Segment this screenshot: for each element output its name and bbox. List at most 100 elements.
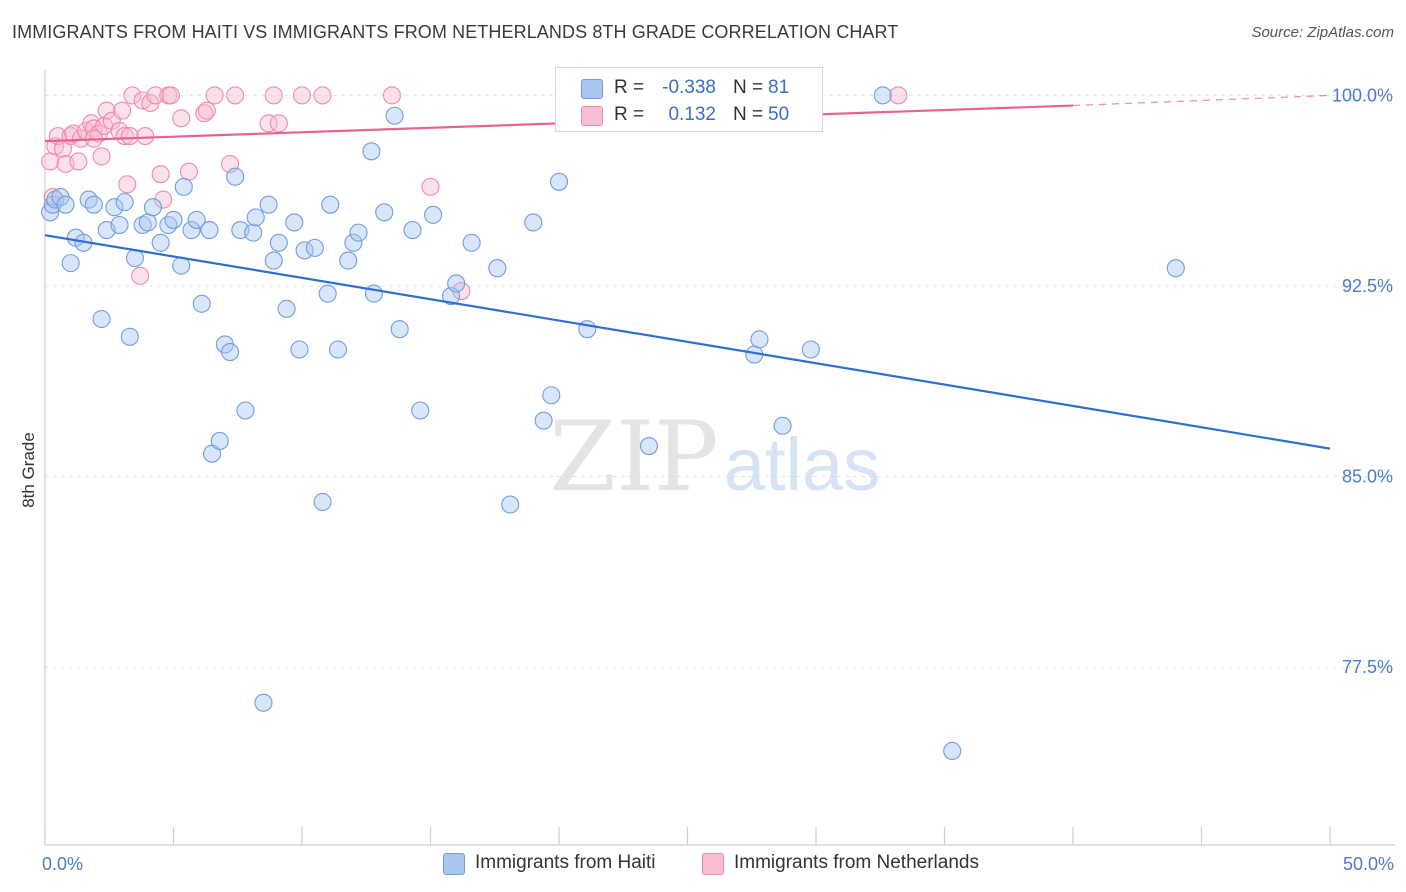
haiti-point	[200, 221, 219, 240]
watermark-zip: ZIP	[549, 401, 718, 513]
netherlands-point	[264, 86, 283, 105]
haiti-point	[259, 195, 278, 214]
chart-title: IMMIGRANTS FROM HAITI VS IMMIGRANTS FROM…	[12, 22, 899, 42]
netherlands-point	[269, 114, 288, 133]
netherlands-point	[154, 190, 173, 209]
haiti-point	[488, 259, 507, 278]
y-tick-label: 77.5%	[1342, 657, 1393, 677]
haiti-point	[318, 284, 337, 303]
netherlands-point	[69, 152, 88, 171]
haiti-point	[269, 233, 288, 252]
x-tick-label: 0.0%	[42, 854, 83, 874]
legend-swatch-haiti	[581, 79, 603, 99]
haiti-point	[56, 195, 75, 214]
haiti-point	[244, 223, 263, 242]
haiti-point	[277, 299, 296, 318]
netherlands-point	[292, 86, 312, 105]
haiti-point	[773, 416, 792, 435]
haiti-point	[143, 198, 162, 217]
haiti-point	[290, 340, 309, 359]
netherlands-point	[179, 162, 198, 181]
haiti-point	[1166, 259, 1185, 278]
haiti-point	[246, 208, 265, 227]
legend-row-haiti: R = -0.338 N = 81	[556, 75, 822, 101]
grid-lines	[45, 94, 1390, 668]
netherlands-points	[41, 86, 908, 301]
legend-label-netherlands: Immigrants from Netherlands	[734, 852, 979, 873]
trend-lines	[44, 94, 1331, 450]
legend-row-netherlands: R = 0.132 N = 50	[556, 102, 822, 128]
haiti-point	[639, 437, 659, 456]
y-axis-label: 8th Grade	[19, 432, 38, 508]
haiti-point	[801, 340, 820, 359]
haiti-point	[174, 177, 193, 196]
stats-legend: R = -0.338 N = 81 R = 0.132 N = 50	[555, 67, 823, 132]
haiti-point	[873, 86, 892, 105]
haiti-point	[328, 340, 348, 359]
haiti-point	[187, 210, 206, 229]
haiti-point	[105, 198, 124, 217]
haiti-point	[390, 320, 409, 339]
netherlands-point	[131, 266, 150, 285]
haiti-point	[549, 172, 569, 191]
haiti-point	[313, 492, 332, 512]
haiti-point	[61, 254, 80, 273]
netherlands-point	[205, 86, 224, 105]
netherlands-point	[115, 127, 134, 146]
haiti-point	[264, 251, 283, 270]
haiti-point	[84, 195, 103, 214]
haiti-point	[159, 215, 178, 235]
netherlands-point	[161, 86, 180, 105]
haiti-point	[79, 190, 98, 209]
legend-r-value: -0.338	[662, 77, 716, 98]
haiti-point	[542, 386, 561, 405]
haiti-point	[295, 241, 314, 260]
legend-n-value: 81	[768, 77, 790, 98]
netherlands-point	[92, 147, 111, 166]
source-label: Source: ZipAtlas.com	[1251, 24, 1394, 41]
haiti-point	[46, 190, 65, 209]
netherlands-point	[172, 109, 191, 128]
netherlands-point	[123, 86, 142, 105]
haiti-point	[321, 195, 340, 214]
legend-swatch-haiti	[443, 853, 465, 875]
netherlands-trend-extension	[1072, 94, 1331, 107]
haiti-point	[192, 294, 211, 313]
netherlands-point	[118, 175, 137, 194]
haiti-trend-line	[44, 234, 1331, 450]
haiti-point	[254, 693, 273, 712]
haiti-point	[411, 401, 430, 420]
legend-r-label: R =	[614, 104, 645, 125]
haiti-point	[115, 193, 134, 212]
haiti-point	[349, 223, 368, 242]
haiti-point	[236, 401, 255, 420]
netherlands-point	[195, 104, 214, 123]
haiti-point	[375, 203, 394, 222]
legend-swatch-netherlands	[702, 853, 724, 875]
legend-label-haiti: Immigrants from Haiti	[475, 852, 656, 873]
watermark: ZIP atlas	[549, 401, 880, 513]
netherlands-point	[151, 165, 170, 184]
haiti-point	[385, 106, 404, 125]
haiti-point	[92, 309, 111, 329]
tick-labels: 77.5% 85.0% 92.5% 100.0% 0.0% 50.0%	[42, 85, 1394, 874]
legend-swatch-netherlands	[581, 106, 603, 126]
haiti-point	[344, 233, 363, 252]
legend-r-label: R =	[614, 77, 645, 98]
netherlands-point	[382, 86, 402, 105]
haiti-point	[285, 213, 304, 232]
haiti-point	[362, 142, 381, 161]
axes	[44, 70, 1395, 846]
netherlands-point	[41, 152, 60, 171]
haiti-point	[151, 233, 170, 252]
y-tick-label: 85.0%	[1342, 467, 1393, 487]
haiti-point	[305, 238, 324, 257]
haiti-point	[164, 210, 183, 229]
haiti-point	[501, 495, 520, 514]
haiti-point	[138, 213, 157, 232]
haiti-point	[210, 431, 229, 451]
netherlands-point	[97, 101, 116, 120]
haiti-point	[43, 195, 62, 214]
netherlands-point	[226, 86, 245, 105]
haiti-point	[133, 215, 152, 235]
